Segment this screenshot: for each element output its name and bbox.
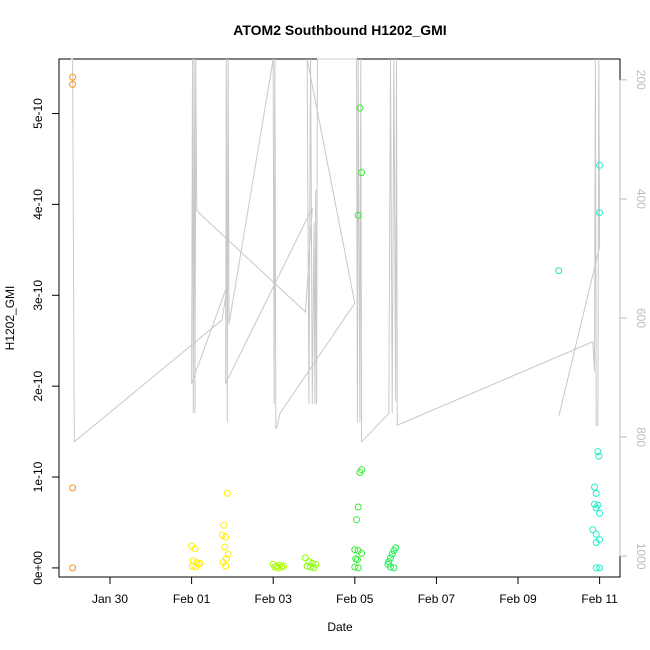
data-point [390,547,398,555]
data-point [218,531,226,539]
y2-axis: 200 400 600 800 1000 [619,70,648,570]
data-point [555,267,563,275]
data-point [596,564,604,572]
data-point [592,539,600,546]
data-point [191,545,199,553]
x-tick-label: Feb 11 [581,592,618,606]
plot-frame [58,58,621,578]
y-tick-label: 5e-10 [31,98,45,129]
x-tick-label: Feb 01 [173,592,211,606]
x-tick-label: Feb 09 [499,592,537,606]
data-points [69,73,604,572]
x-tick-label: Feb 05 [336,592,374,606]
data-point [387,563,394,571]
data-point [274,564,282,572]
data-point [69,484,77,492]
chart-title: ATOM2 Southbound H1202_GMI [233,22,446,38]
data-point [351,563,359,571]
data-point [222,562,230,570]
y-axis: 0e+00 1e-10 2e-10 3e-10 4e-10 5e-10 [31,98,60,585]
data-point [595,452,603,460]
data-point [222,533,230,541]
data-point [69,564,77,572]
data-point [390,564,398,572]
pressure-track [70,58,601,444]
y-tick-label: 2e-10 [31,371,45,402]
data-point [592,564,600,572]
data-point [596,161,604,169]
data-point [592,530,600,538]
x-tick-label: Feb 07 [418,592,456,606]
data-point [223,489,231,497]
data-point [356,469,364,476]
data-point [310,564,318,572]
data-point [596,209,604,217]
pressure-line [70,58,601,444]
data-point [358,169,366,177]
y-tick-label: 3e-10 [31,280,45,311]
data-point [592,489,600,497]
x-axis-label: Date [327,620,353,634]
data-point [591,483,598,491]
x-axis: Jan 30 Feb 01 Feb 03 Feb 05 Feb 07 Feb 09 Feb … [92,576,618,606]
data-point [356,104,364,112]
data-point [69,80,77,88]
data-point [221,543,229,551]
data-point [592,504,600,512]
data-point [69,73,77,81]
y-tick-label: 0e+00 [31,551,45,585]
y2-tick-label: 400 [634,189,648,209]
data-point [358,549,366,557]
data-point [307,563,315,571]
data-point [596,509,604,517]
data-point [193,559,201,566]
data-point [388,550,396,558]
data-point [224,550,232,558]
y2-tick-label: 800 [634,427,648,447]
y2-tick-label: 200 [634,70,648,90]
data-point [192,563,200,571]
data-point [594,448,602,456]
data-point [220,521,228,529]
data-point [354,503,362,511]
x-tick-label: Feb 03 [255,592,293,606]
y2-tick-label: 600 [634,308,648,328]
data-point [354,211,362,219]
y2-tick-label: 1000 [634,543,648,570]
data-point [303,562,311,570]
data-point [351,546,359,554]
y-axis-label: H1202_GMI [3,286,17,351]
x-tick-label: Jan 30 [92,592,128,606]
data-point [387,554,394,562]
data-point [302,554,309,562]
data-point [353,556,361,564]
data-point [189,562,196,570]
data-point [353,516,360,524]
data-point [354,564,362,572]
data-point [271,563,279,571]
y-tick-label: 1e-10 [31,461,45,492]
data-point [278,563,286,571]
data-point [589,526,597,534]
y-tick-label: 4e-10 [31,189,45,220]
data-point [591,500,598,508]
data-point [196,559,204,567]
